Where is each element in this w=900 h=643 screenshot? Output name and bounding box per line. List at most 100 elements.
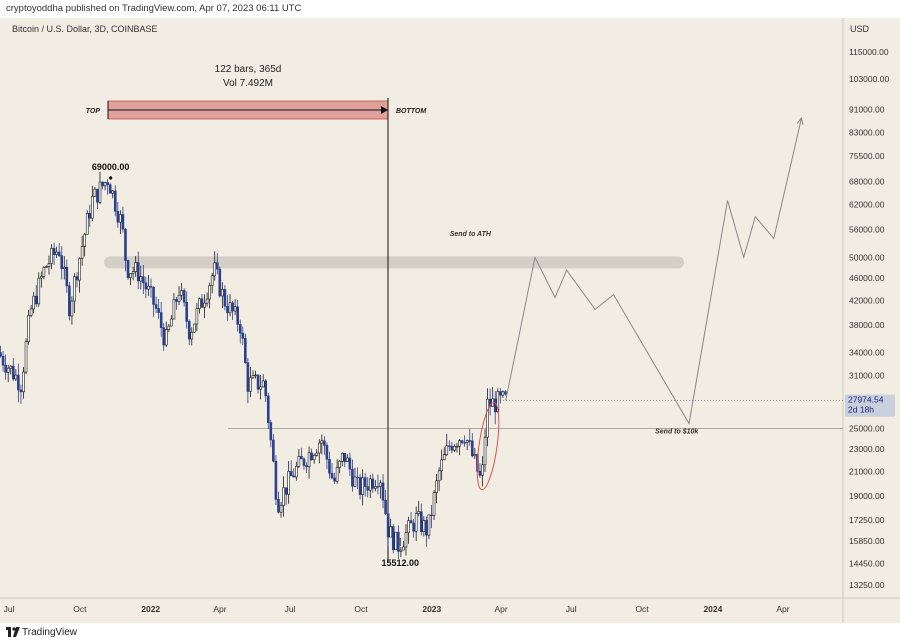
candle-body [435, 480, 438, 494]
candle-body [185, 301, 188, 322]
candle-body [256, 374, 260, 390]
measure-bottom-label: BOTTOM [396, 108, 426, 115]
candle-body [343, 452, 347, 462]
candle-body [289, 471, 293, 477]
price-tick-label: 17250.00 [849, 515, 885, 525]
candle-body [187, 321, 191, 340]
candle-body [119, 214, 122, 223]
candle-body [75, 276, 79, 281]
tradingview-brand: TradingView [22, 627, 78, 638]
candle-body [501, 391, 505, 396]
candle-body [440, 459, 443, 472]
candle-body [504, 391, 507, 395]
price-tick-label: 46000.00 [849, 273, 885, 283]
current-price-value: 27974.54 [848, 395, 884, 405]
candle-body [42, 267, 46, 277]
candle-body [249, 377, 252, 392]
candle-body [223, 289, 227, 307]
candle-body [399, 549, 403, 552]
candle-body [261, 380, 265, 388]
candle-body [425, 520, 428, 536]
candle-body [170, 318, 173, 327]
candle-body [499, 391, 502, 396]
candle-body [432, 492, 436, 516]
price-tick-label: 62000.00 [849, 199, 885, 209]
candle-body [486, 398, 489, 438]
candle-body [389, 526, 392, 538]
candle-body [167, 325, 171, 330]
candle-body [213, 262, 217, 277]
candle-body [254, 374, 257, 377]
publish-info: cryptoyoddha published on TradingView.co… [6, 3, 302, 14]
candle-body [470, 440, 474, 457]
candle-body [134, 262, 137, 272]
candle-body [80, 246, 84, 259]
projection-label-ath: Send to ATH [450, 231, 492, 238]
candle-body [409, 520, 413, 524]
candle-body [483, 436, 487, 466]
candle-body [460, 440, 464, 443]
candle-body [93, 188, 97, 197]
candle-body [129, 273, 132, 278]
candle-body [414, 513, 418, 532]
current-price-countdown: 2d 18h [848, 405, 874, 415]
price-tick-label: 115000.00 [849, 47, 889, 57]
candle-body [45, 266, 48, 268]
candle-body [200, 298, 204, 308]
candle-body [73, 276, 76, 302]
candle-body [259, 386, 262, 390]
time-tick-label: Apr [776, 604, 789, 614]
candle-body [47, 263, 51, 267]
candle-body [266, 395, 270, 423]
candle-body [142, 276, 145, 284]
candle-body [57, 251, 61, 256]
candle-body [422, 520, 426, 532]
candle-body [203, 302, 206, 308]
candle-body [430, 514, 433, 516]
candle-body [320, 440, 324, 444]
candle-body [1, 355, 5, 366]
candle-body [50, 247, 53, 265]
price-tick-label: 68000.00 [849, 177, 885, 187]
candle-body [310, 452, 313, 461]
candle-body [62, 266, 66, 270]
candle-body [458, 440, 461, 447]
candle-body [198, 298, 201, 309]
measure-bars-label: 122 bars, 365d [215, 64, 282, 75]
candle-body [376, 486, 380, 488]
candle-body [427, 514, 431, 536]
candle-body [325, 445, 329, 460]
low-price-label: 15512.00 [381, 558, 419, 568]
candle-body [0, 352, 2, 357]
candle-body [17, 374, 20, 391]
candle-body [9, 365, 13, 369]
chart-area[interactable]: Bitcoin / U.S. Dollar, 3D, COINBASE USD … [0, 18, 900, 623]
candle-body [287, 471, 290, 495]
candle-body [312, 455, 316, 461]
candle-body [195, 308, 199, 325]
candle-body [448, 445, 451, 447]
candle-body [19, 389, 23, 393]
highlight-ellipse [476, 401, 500, 491]
candle-body [346, 457, 349, 462]
time-tick-label: Apr [213, 604, 226, 614]
date-range-measure: 122 bars, 365d Vol 7.492M TOP BOTTOM [86, 64, 426, 563]
price-tick-label: 14450.00 [849, 559, 885, 569]
candle-body [473, 454, 477, 457]
candle-body [445, 445, 449, 455]
time-tick-label: Oct [635, 604, 649, 614]
candle-body [175, 299, 178, 302]
candle-body [358, 477, 362, 495]
chart-title: Bitcoin / U.S. Dollar, 3D, COINBASE [12, 24, 158, 34]
candle-body [157, 308, 160, 313]
candle-body [83, 234, 86, 247]
candle-body [233, 306, 237, 312]
price-chart[interactable]: Bitcoin / U.S. Dollar, 3D, COINBASE USD … [0, 18, 900, 623]
candle-body [356, 476, 359, 479]
annotations: 69000.00 15512.00 [92, 162, 419, 568]
price-tick-label: 13250.00 [849, 580, 885, 590]
candle-body [101, 181, 104, 187]
candle-body [282, 487, 285, 506]
candle-body [305, 465, 308, 468]
candle-body [14, 374, 18, 380]
